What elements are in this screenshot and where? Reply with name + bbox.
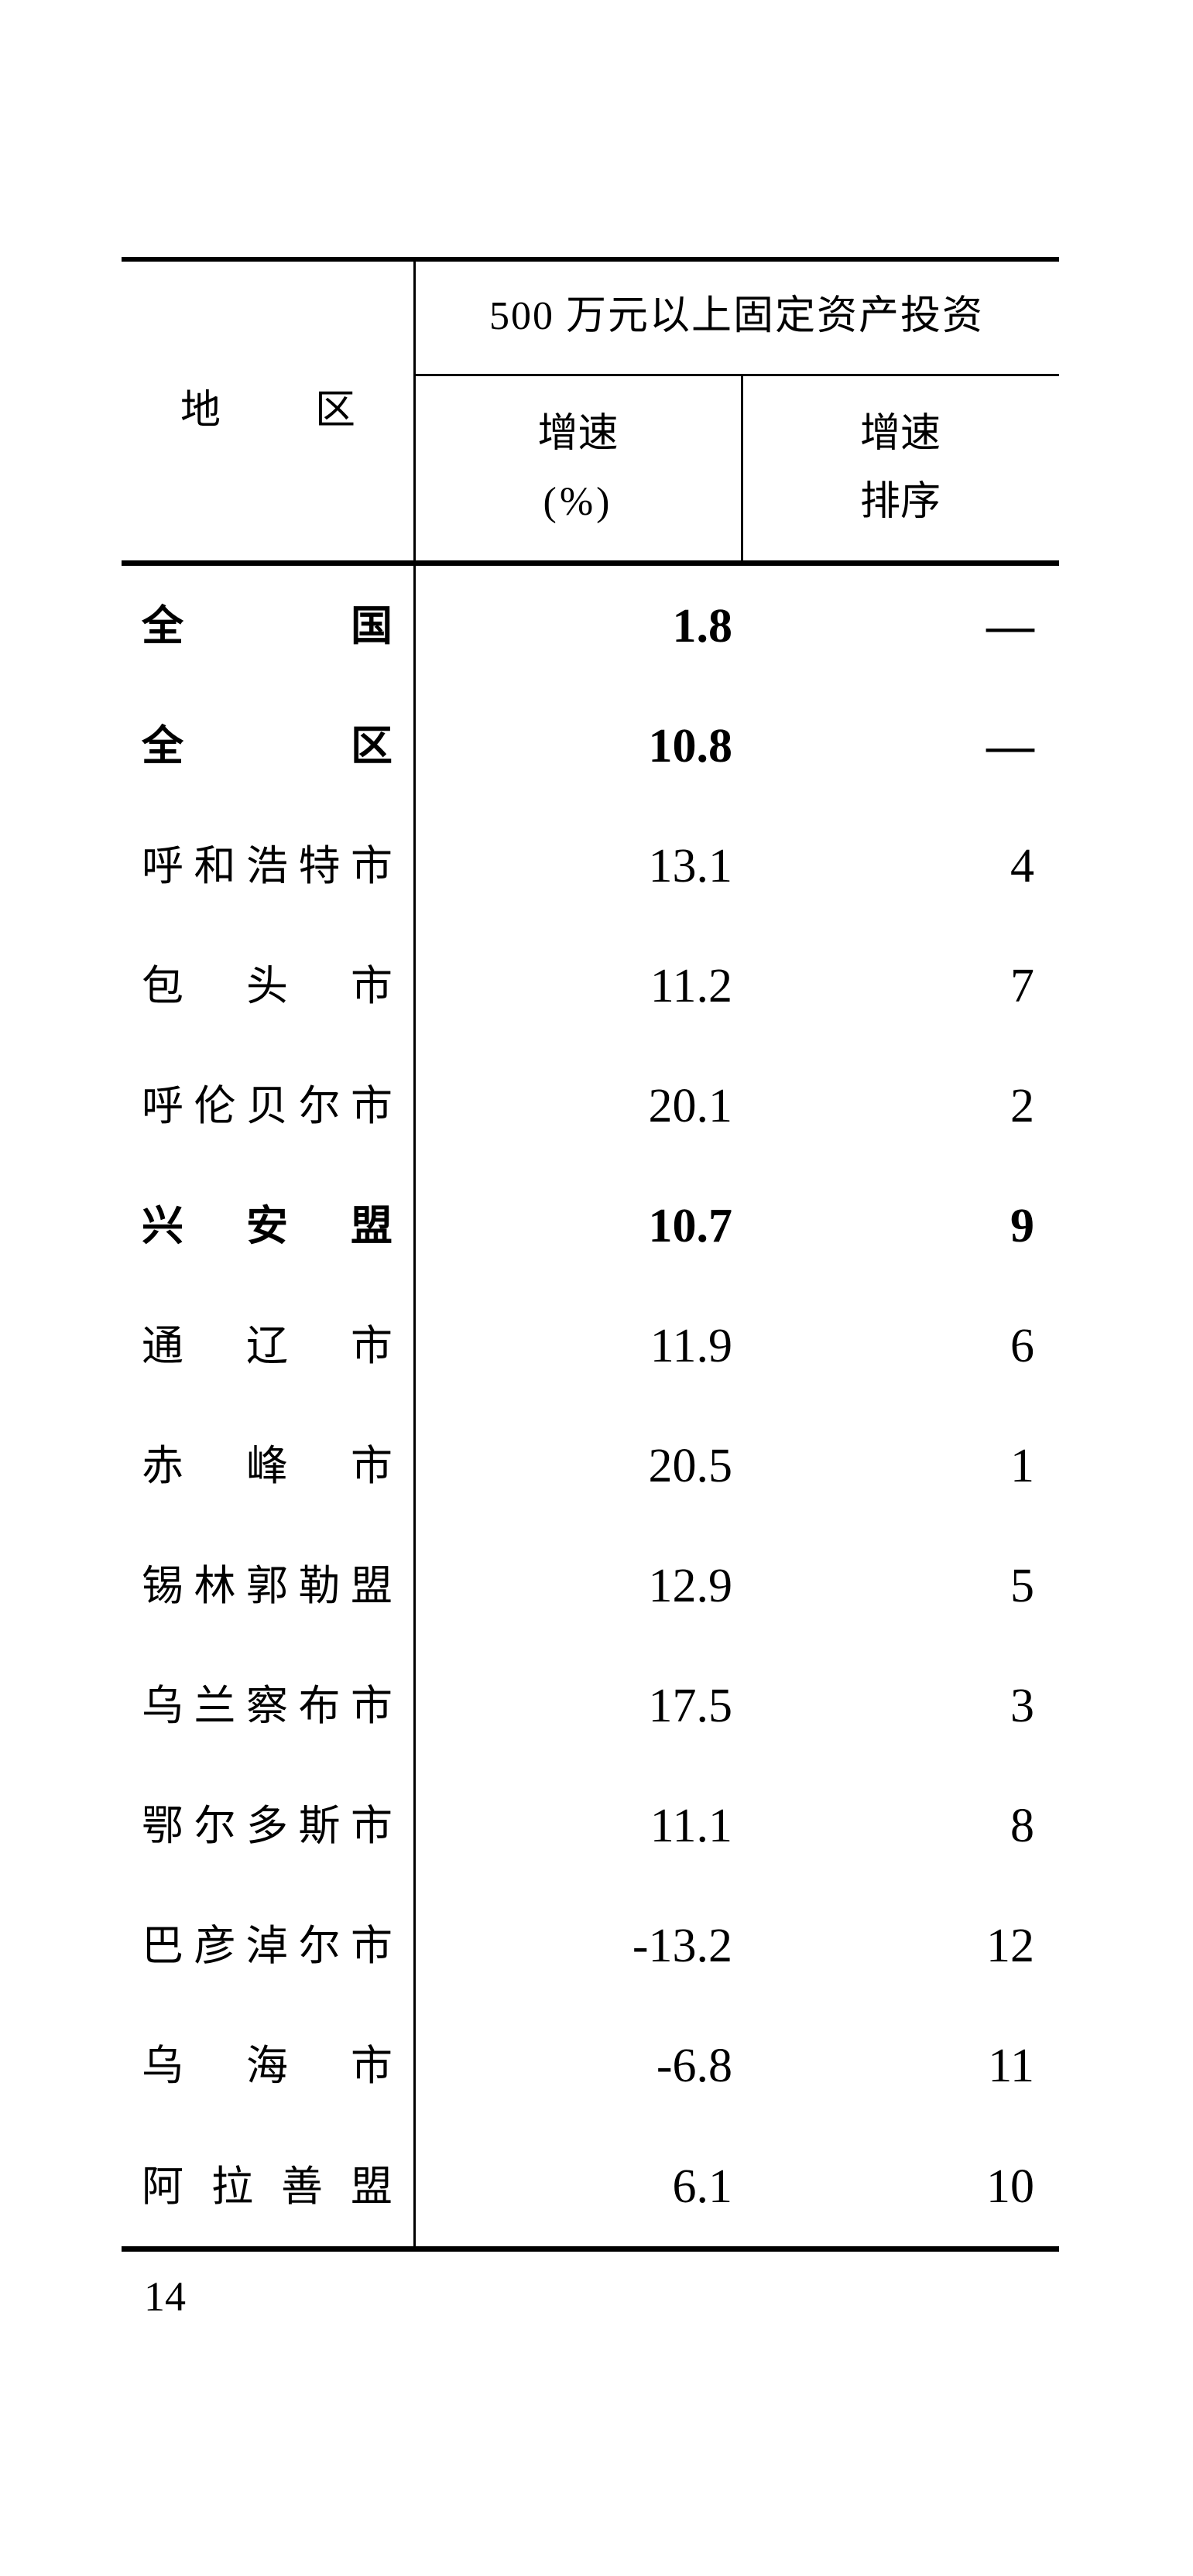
- region-cell: 赤峰市: [122, 1445, 414, 1487]
- subcolumn-divider: [741, 374, 743, 566]
- region-cell: 乌海市: [122, 2045, 414, 2087]
- region-cell: 包头市: [122, 965, 414, 1007]
- table-row: 锡林郭勒盟 12.9 5: [122, 1526, 1059, 1646]
- rank-value: 10: [986, 2160, 1034, 2213]
- table-row: 阿拉善盟 6.1 10: [122, 2126, 1059, 2246]
- rank-value: 11: [988, 2040, 1034, 2093]
- region-name: 包头市: [142, 962, 393, 1009]
- growth-value: 10.7: [648, 1199, 733, 1252]
- growth-value: 10.8: [648, 719, 733, 772]
- table-row: 巴彦淖尔市 -13.2 12: [122, 1886, 1059, 2006]
- region-cell: 呼伦贝尔市: [122, 1085, 414, 1127]
- table-row: 呼和浩特市 13.1 4: [122, 806, 1059, 926]
- rank-value: 12: [986, 1920, 1034, 1973]
- rank-value: 7: [1010, 959, 1034, 1012]
- region-name: 通辽市: [142, 1323, 393, 1369]
- region-column-divider: [413, 257, 416, 2252]
- region-name: 乌兰察布市: [142, 1683, 393, 1730]
- rank-value: 8: [1010, 1800, 1034, 1853]
- header-middle-border: [414, 374, 1059, 376]
- region-cell: 乌兰察布市: [122, 1685, 414, 1727]
- table-row: 全区 10.8 —: [122, 686, 1059, 806]
- table-top-border: [122, 257, 1059, 262]
- region-cell: 全区: [122, 725, 414, 767]
- growth-value: 1.8: [672, 599, 733, 653]
- growth-header-line2: (%): [543, 480, 613, 524]
- region-cell: 通辽市: [122, 1325, 414, 1367]
- rank-value: 2: [1010, 1079, 1034, 1132]
- table-row: 鄂尔多斯市 11.1 8: [122, 1766, 1059, 1886]
- region-name: 锡林郭勒盟: [142, 1563, 393, 1610]
- region-cell: 呼和浩特市: [122, 845, 414, 887]
- growth-value: 6.1: [672, 2160, 733, 2213]
- region-cell: 鄂尔多斯市: [122, 1805, 414, 1847]
- rank-value: 6: [1010, 1320, 1034, 1372]
- region-cell: 兴安盟: [122, 1205, 414, 1247]
- growth-value: -6.8: [656, 2040, 732, 2093]
- rank-value: —: [986, 599, 1034, 653]
- growth-value: 13.1: [648, 839, 733, 892]
- rank-value: 3: [1010, 1680, 1034, 1733]
- growth-value: 11.2: [650, 959, 732, 1012]
- rank-value: 5: [1010, 1560, 1034, 1613]
- region-column-header: 地区: [122, 262, 414, 560]
- growth-header-line1: 增速: [537, 412, 619, 456]
- region-name: 全区: [142, 722, 393, 769]
- region-cell: 全国: [122, 605, 414, 647]
- growth-value: 11.9: [650, 1320, 732, 1372]
- table-row: 赤峰市 20.5 1: [122, 1406, 1059, 1526]
- page-number: 14: [144, 2273, 186, 2320]
- region-cell: 阿拉善盟: [122, 2166, 414, 2208]
- table-row: 乌海市 -6.8 11: [122, 2006, 1059, 2126]
- region-name: 呼伦贝尔市: [142, 1082, 393, 1129]
- rank-value: 4: [1010, 839, 1034, 892]
- table-row: 乌兰察布市 17.5 3: [122, 1646, 1059, 1766]
- growth-column-header: 增速 (%): [414, 376, 742, 560]
- region-name: 全国: [142, 602, 393, 649]
- table-row: 包头市 11.2 7: [122, 926, 1059, 1046]
- table-row: 呼伦贝尔市 20.1 2: [122, 1046, 1059, 1166]
- spanning-column-header-label: 500 万元以上固定资产投资: [489, 294, 984, 338]
- rank-column-header: 增速 排序: [742, 376, 1059, 560]
- growth-value: 12.9: [648, 1560, 733, 1613]
- growth-value: -13.2: [632, 1920, 732, 1973]
- table-row: 全国 1.8 —: [122, 566, 1059, 686]
- growth-value: 17.5: [648, 1680, 733, 1733]
- rank-value: 9: [1010, 1199, 1034, 1252]
- region-name: 兴安盟: [142, 1202, 393, 1249]
- region-cell: 锡林郭勒盟: [122, 1565, 414, 1607]
- table-bottom-border: [122, 2246, 1059, 2252]
- region-name: 赤峰市: [142, 1443, 393, 1490]
- rank-header-line2: 排序: [859, 480, 941, 524]
- region-name: 乌海市: [142, 2043, 393, 2090]
- rank-value: —: [986, 719, 1034, 772]
- rank-value: 1: [1010, 1440, 1034, 1493]
- growth-value: 20.5: [648, 1440, 733, 1493]
- region-name: 阿拉善盟: [142, 2163, 393, 2210]
- region-column-header-label: 地区: [180, 389, 355, 433]
- table-row: 通辽市 11.9 6: [122, 1286, 1059, 1406]
- region-name: 鄂尔多斯市: [142, 1803, 393, 1850]
- header-bottom-border: [122, 560, 1059, 566]
- region-cell: 巴彦淖尔市: [122, 1925, 414, 1967]
- rank-header-line1: 增速: [859, 412, 941, 456]
- spanning-column-header: 500 万元以上固定资产投资: [414, 259, 1059, 374]
- table-body: 全国 1.8 — 全区 10.8 — 呼和浩特市 13.1 4 包头市 11.2…: [122, 566, 1059, 2246]
- growth-value: 20.1: [648, 1079, 733, 1132]
- growth-value: 11.1: [650, 1800, 732, 1853]
- table-row: 兴安盟 10.7 9: [122, 1166, 1059, 1286]
- region-name: 呼和浩特市: [142, 842, 393, 889]
- region-name: 巴彦淖尔市: [142, 1923, 393, 1970]
